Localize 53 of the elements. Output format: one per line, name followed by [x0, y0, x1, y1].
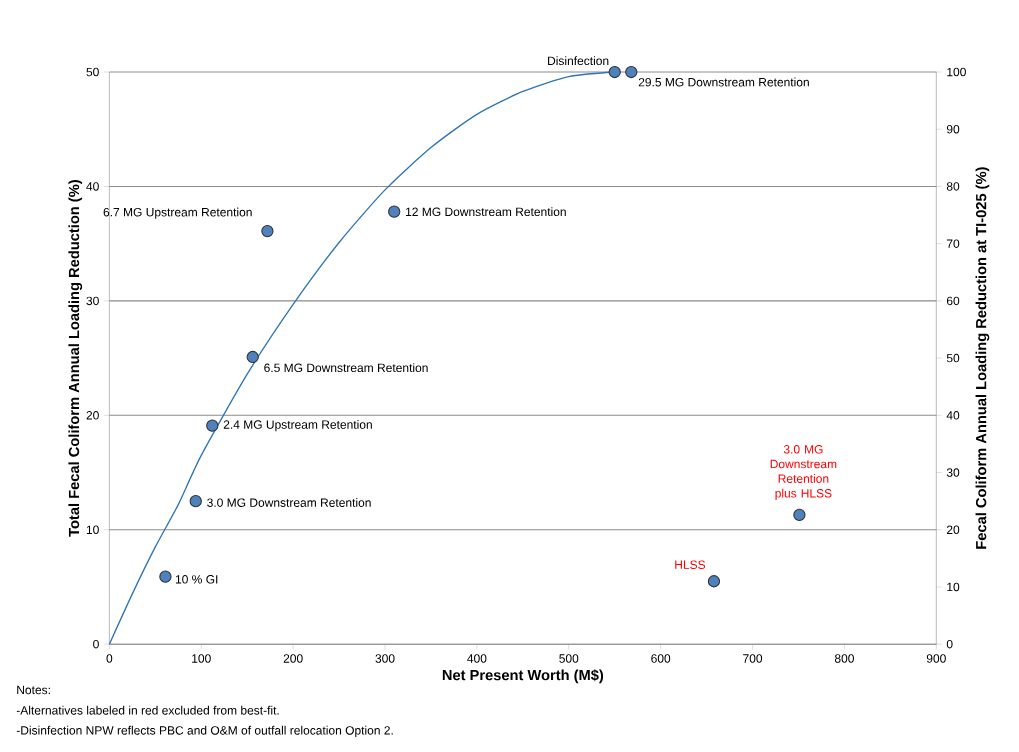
text: -Disinfection NPW reflects PBC and O&M of outfall relocation Option 2. [16, 725, 393, 737]
annotation: 3.0 MG Downstream Retention plus HLSS [770, 444, 837, 500]
annotation: 6.7 MG Upstream Retention [103, 207, 252, 219]
y-tick-label: 30 [86, 296, 99, 306]
y-tick-label: 0 [93, 639, 99, 649]
annotation: 29.5 MG Downstream Retention [638, 77, 809, 87]
annotation: 3.0 MG Downstream Retention [207, 497, 371, 507]
y2-tick-label: 50 [946, 353, 960, 363]
x-tick-label: 600 [651, 654, 671, 663]
point [246, 350, 259, 363]
x-tick-label: 300 [375, 654, 395, 663]
point [608, 65, 621, 79]
point [625, 65, 638, 79]
y-tick-label: 50 [86, 67, 99, 77]
y-tick-label: 10 [86, 525, 99, 534]
y2-tick-label: 90 [946, 124, 960, 134]
y2-tick-label: 10 [947, 582, 960, 592]
x-tick-label: 200 [283, 654, 303, 663]
y2-tick-label: 30 [946, 468, 960, 477]
x-tick-label: 500 [559, 654, 579, 663]
y2-tick-label: 0 [946, 639, 953, 649]
point [388, 205, 401, 218]
y-tick-label: 40 [86, 182, 99, 191]
point [159, 570, 172, 583]
y2-tick-label: 60 [946, 296, 960, 306]
point [793, 508, 806, 521]
point [261, 224, 274, 238]
annotation: 12 MG Downstream Retention [406, 207, 566, 216]
x-tick-label: 400 [467, 654, 487, 663]
y2-tick-label: 40 [946, 410, 960, 420]
y2-tick-label: 100 [947, 67, 966, 77]
x-axis-title: Net Present Worth (M$) [442, 669, 604, 684]
y-axis-title: Total Fecal Coliform Annual Loading Reduction (%) [68, 179, 83, 537]
y2-axis-title: Fecal Coliform Annual Loading Reduction at TI-025 (%) [975, 167, 990, 549]
annotation: HLSS [675, 560, 706, 569]
annotation: 6.5 MG Downstream Retention [264, 363, 428, 372]
y2-tick-label: 20 [946, 525, 960, 534]
annotation: 2.4 MG Upstream Retention [223, 419, 372, 432]
y-tick-label: 20 [86, 410, 99, 420]
x-tick-label: 0 [106, 654, 113, 663]
x-tick-label: 900 [926, 654, 946, 663]
text: -Alternatives labeled in red excluded from best-fit. [16, 705, 279, 715]
point [206, 419, 219, 432]
y2-tick-label: 80 [946, 182, 960, 191]
point [189, 494, 202, 508]
y2-tick-label: 70 [946, 239, 960, 248]
annotation: 10 % GI [175, 574, 218, 584]
point [707, 575, 721, 588]
x-tick-label: 700 [743, 654, 763, 663]
text: Notes: [17, 685, 50, 695]
x-tick-label: 100 [192, 654, 211, 663]
x-tick-label: 800 [834, 654, 854, 663]
annotation: Disinfection [548, 56, 609, 65]
